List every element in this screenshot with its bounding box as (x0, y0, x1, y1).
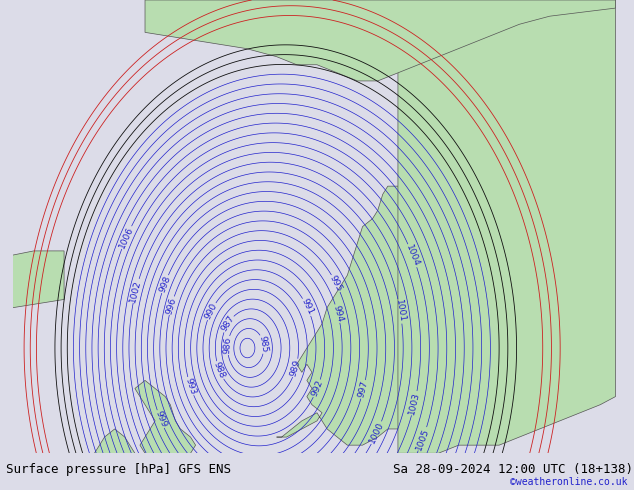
Text: ©weatheronline.co.uk: ©weatheronline.co.uk (510, 477, 628, 487)
Polygon shape (276, 178, 514, 445)
Text: 998: 998 (157, 274, 172, 294)
Polygon shape (398, 0, 616, 453)
Text: 986: 986 (223, 337, 233, 354)
Polygon shape (0, 251, 64, 308)
Text: 987: 987 (219, 314, 236, 333)
Text: 999: 999 (153, 410, 168, 429)
Text: 1001: 1001 (394, 299, 406, 323)
Text: 993: 993 (183, 377, 197, 396)
Text: 1004: 1004 (404, 244, 421, 268)
Text: 989: 989 (289, 359, 302, 378)
Text: 985: 985 (257, 335, 269, 353)
Polygon shape (145, 0, 616, 81)
Polygon shape (135, 380, 196, 490)
Text: 995: 995 (328, 273, 344, 293)
Text: 1002: 1002 (129, 279, 143, 303)
Text: 1000: 1000 (368, 420, 385, 445)
Text: 1005: 1005 (415, 426, 431, 451)
Text: 1003: 1003 (408, 391, 422, 416)
Text: 996: 996 (165, 296, 178, 315)
Text: 988: 988 (212, 361, 227, 380)
Text: 991: 991 (299, 297, 315, 317)
Text: 1006: 1006 (118, 225, 135, 250)
Text: 992: 992 (310, 379, 325, 398)
Text: Surface pressure [hPa] GFS ENS: Surface pressure [hPa] GFS ENS (6, 463, 231, 476)
Polygon shape (89, 429, 135, 490)
Text: Sa 28-09-2024 12:00 UTC (18+138): Sa 28-09-2024 12:00 UTC (18+138) (393, 463, 633, 476)
Text: 997: 997 (357, 380, 370, 399)
Text: 994: 994 (331, 304, 344, 323)
Text: 990: 990 (204, 301, 219, 321)
